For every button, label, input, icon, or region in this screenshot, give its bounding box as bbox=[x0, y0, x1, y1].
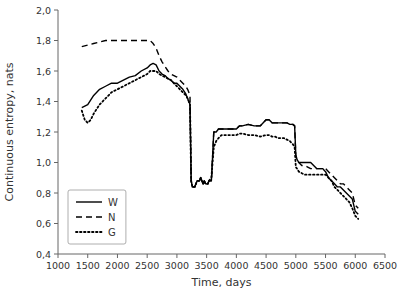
x-tick bbox=[355, 254, 356, 258]
y-tick-label: 0,4 bbox=[36, 249, 51, 260]
x-axis-line bbox=[58, 254, 385, 255]
legend-item: W bbox=[76, 197, 118, 208]
y-tick bbox=[54, 132, 58, 133]
x-tick bbox=[325, 254, 326, 258]
legend-label: N bbox=[108, 212, 115, 223]
series-line bbox=[82, 41, 358, 209]
legend-swatch bbox=[76, 201, 102, 202]
x-tick-label: 1000 bbox=[46, 260, 70, 271]
legend-item: N bbox=[76, 212, 115, 223]
x-axis-label: Time, days bbox=[191, 276, 252, 289]
y-tick bbox=[54, 71, 58, 72]
y-tick-label: 0,8 bbox=[36, 188, 51, 199]
x-tick-label: 4000 bbox=[224, 260, 248, 271]
y-tick bbox=[54, 101, 58, 102]
x-tick-label: 4500 bbox=[254, 260, 278, 271]
x-tick-label: 3500 bbox=[195, 260, 219, 271]
y-tick-label: 1,0 bbox=[36, 157, 51, 168]
x-tick-label: 1500 bbox=[76, 260, 100, 271]
y-tick bbox=[54, 162, 58, 163]
x-tick bbox=[236, 254, 237, 258]
y-tick-label: 1,2 bbox=[36, 127, 51, 138]
y-tick bbox=[54, 193, 58, 194]
legend-swatch bbox=[76, 216, 102, 217]
x-tick-label: 5500 bbox=[313, 260, 337, 271]
x-tick-label: 2000 bbox=[105, 260, 129, 271]
legend-label: W bbox=[108, 197, 118, 208]
y-tick-label: 0,6 bbox=[36, 218, 51, 229]
legend-item: G bbox=[76, 227, 116, 238]
x-tick bbox=[147, 254, 148, 258]
chart-svg: 1000 1500 2000 2500 3000 3500 4000 4500 5000 5500… bbox=[0, 0, 399, 294]
axes: 1000 1500 2000 2500 3000 3500 4000 4500 5000 5500… bbox=[36, 5, 397, 272]
x-tick-label: 6000 bbox=[343, 260, 367, 271]
x-tick bbox=[385, 254, 386, 258]
y-tick bbox=[54, 223, 58, 224]
x-tick bbox=[295, 254, 296, 258]
x-tick-label: 2500 bbox=[135, 260, 159, 271]
legend-swatch bbox=[76, 231, 102, 233]
chart-container: 1000 1500 2000 2500 3000 3500 4000 4500 5000 5500… bbox=[0, 0, 399, 294]
x-tick bbox=[266, 254, 267, 258]
x-tick-label: 5000 bbox=[284, 260, 308, 271]
x-tick bbox=[87, 254, 88, 258]
y-tick bbox=[54, 254, 58, 255]
legend-label: G bbox=[108, 227, 116, 238]
y-tick-label: 1,4 bbox=[36, 96, 51, 107]
legend: WNG bbox=[68, 190, 126, 244]
x-tick-label: 6500 bbox=[373, 260, 397, 271]
x-tick bbox=[58, 254, 59, 258]
x-tick bbox=[206, 254, 207, 258]
y-tick bbox=[54, 10, 58, 11]
x-tick bbox=[117, 254, 118, 258]
x-tick bbox=[176, 254, 177, 258]
legend-frame bbox=[68, 190, 126, 244]
y-tick-label: 1,6 bbox=[36, 66, 51, 77]
y-tick bbox=[54, 40, 58, 41]
x-tick-label: 3000 bbox=[165, 260, 189, 271]
y-axis-label: Continuous entropy, nats bbox=[3, 62, 16, 201]
y-tick-label: 1,8 bbox=[36, 35, 51, 46]
y-tick-label: 2,0 bbox=[36, 5, 51, 16]
